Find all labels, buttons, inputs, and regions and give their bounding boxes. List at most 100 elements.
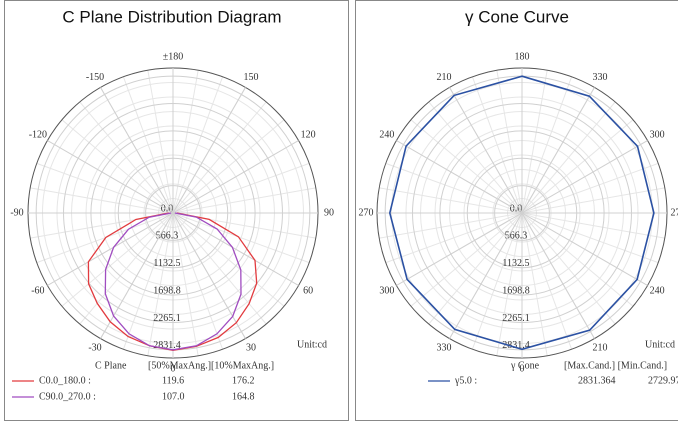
legend-header: [Max.Cand.] [Min.Cand.] xyxy=(564,360,667,371)
r-tick-label: 1698.8 xyxy=(502,285,530,296)
minor-spoke xyxy=(410,212,523,307)
grid-spoke xyxy=(521,212,595,339)
legend-value: 176.2 xyxy=(232,375,255,386)
minor-spoke xyxy=(471,76,523,214)
minor-spoke xyxy=(521,70,548,214)
minor-spoke xyxy=(172,162,310,214)
minor-spoke xyxy=(521,212,665,239)
theta-tick-label: 0 xyxy=(520,363,525,374)
theta-tick-label: 30 xyxy=(246,342,256,353)
legend-value: 107.0 xyxy=(162,391,185,402)
minor-spoke xyxy=(172,76,224,214)
grid-spoke xyxy=(521,140,648,214)
grid-spoke xyxy=(449,212,523,339)
grid-spoke xyxy=(100,212,174,339)
minor-spoke xyxy=(521,76,573,214)
grid-spoke xyxy=(521,87,595,214)
minor-spoke xyxy=(521,162,659,214)
minor-spoke xyxy=(521,212,573,350)
theta-tick-label: 180 xyxy=(515,51,530,62)
theta-tick-label: 270 xyxy=(671,207,678,218)
minor-spoke xyxy=(79,101,174,214)
series-line xyxy=(104,212,242,351)
legend-header: C Plane xyxy=(95,360,127,371)
theta-tick-label: 0 xyxy=(171,363,176,374)
grid-spoke xyxy=(47,212,174,286)
legend-header: [50%MaxAng.][10%MaxAng.] xyxy=(148,360,274,371)
minor-spoke xyxy=(521,101,616,214)
minor-spoke xyxy=(521,187,665,214)
theta-tick-label: -30 xyxy=(88,342,101,353)
minor-spoke xyxy=(147,212,174,356)
r-tick-label: 2831.4 xyxy=(153,340,181,351)
minor-spoke xyxy=(172,187,316,214)
legend-value: 2729.979 xyxy=(648,375,678,386)
theta-tick-label: 210 xyxy=(593,342,608,353)
grid-spoke xyxy=(521,212,648,286)
grid-spoke xyxy=(47,140,174,214)
minor-spoke xyxy=(172,212,310,264)
theta-tick-label: 90 xyxy=(324,207,334,218)
minor-spoke xyxy=(385,212,523,264)
minor-spoke xyxy=(521,212,659,264)
theta-tick-label: 120 xyxy=(301,129,316,140)
minor-spoke xyxy=(172,70,199,214)
minor-spoke xyxy=(496,212,523,356)
minor-spoke xyxy=(521,212,548,356)
minor-spoke xyxy=(379,212,523,239)
minor-spoke xyxy=(428,212,523,325)
minor-spoke xyxy=(122,212,174,350)
minor-spoke xyxy=(172,212,285,307)
r-tick-label: 2265.1 xyxy=(153,313,181,324)
theta-tick-label: -60 xyxy=(31,285,44,296)
minor-spoke xyxy=(30,187,174,214)
minor-spoke xyxy=(521,119,634,214)
series-line xyxy=(388,75,655,351)
minor-spoke xyxy=(379,187,523,214)
minor-spoke xyxy=(471,212,523,350)
r-tick-label: 2265.1 xyxy=(502,313,530,324)
minor-spoke xyxy=(428,101,523,214)
legend-value: 2831.364 xyxy=(578,375,616,386)
legend-label: C90.0_270.0 : xyxy=(39,391,96,402)
legend-label: γ5.0 : xyxy=(454,375,477,386)
theta-tick-label: -120 xyxy=(29,129,47,140)
theta-tick-label: 60 xyxy=(303,285,313,296)
minor-spoke xyxy=(410,119,523,214)
r-tick-label: 1132.5 xyxy=(502,258,529,269)
theta-tick-label: 240 xyxy=(379,129,394,140)
minor-spoke xyxy=(521,212,616,325)
r-tick-label: 1132.5 xyxy=(153,258,180,269)
legend-value: 119.6 xyxy=(162,375,184,386)
grid-spoke xyxy=(172,212,299,286)
minor-spoke xyxy=(61,212,174,307)
theta-tick-label: 300 xyxy=(379,285,394,296)
theta-tick-label: 270 xyxy=(359,207,374,218)
grid-spoke xyxy=(172,212,246,339)
minor-spoke xyxy=(172,119,285,214)
minor-spoke xyxy=(172,212,267,325)
chart-title: C Plane Distribution Diagram xyxy=(62,7,281,26)
r-tick-label: 0.0 xyxy=(510,203,523,214)
grid-spoke xyxy=(100,87,174,214)
grid-spoke xyxy=(396,212,523,286)
grid-spoke xyxy=(449,87,523,214)
grid-spoke xyxy=(172,87,246,214)
minor-spoke xyxy=(122,76,174,214)
theta-tick-label: 330 xyxy=(593,72,608,83)
minor-spoke xyxy=(172,212,199,356)
r-tick-label: 566.3 xyxy=(156,231,179,242)
chart-title: γ Cone Curve xyxy=(465,7,569,26)
r-tick-label: 566.3 xyxy=(505,231,528,242)
r-tick-label: 2831.4 xyxy=(502,340,530,351)
minor-spoke xyxy=(147,70,174,214)
theta-tick-label: 210 xyxy=(437,72,452,83)
minor-spoke xyxy=(172,101,267,214)
minor-spoke xyxy=(521,212,634,307)
minor-spoke xyxy=(172,212,224,350)
minor-spoke xyxy=(385,162,523,214)
theta-tick-label: -150 xyxy=(86,72,104,83)
legend-value: 164.8 xyxy=(232,391,255,402)
theta-tick-label: 330 xyxy=(437,342,452,353)
